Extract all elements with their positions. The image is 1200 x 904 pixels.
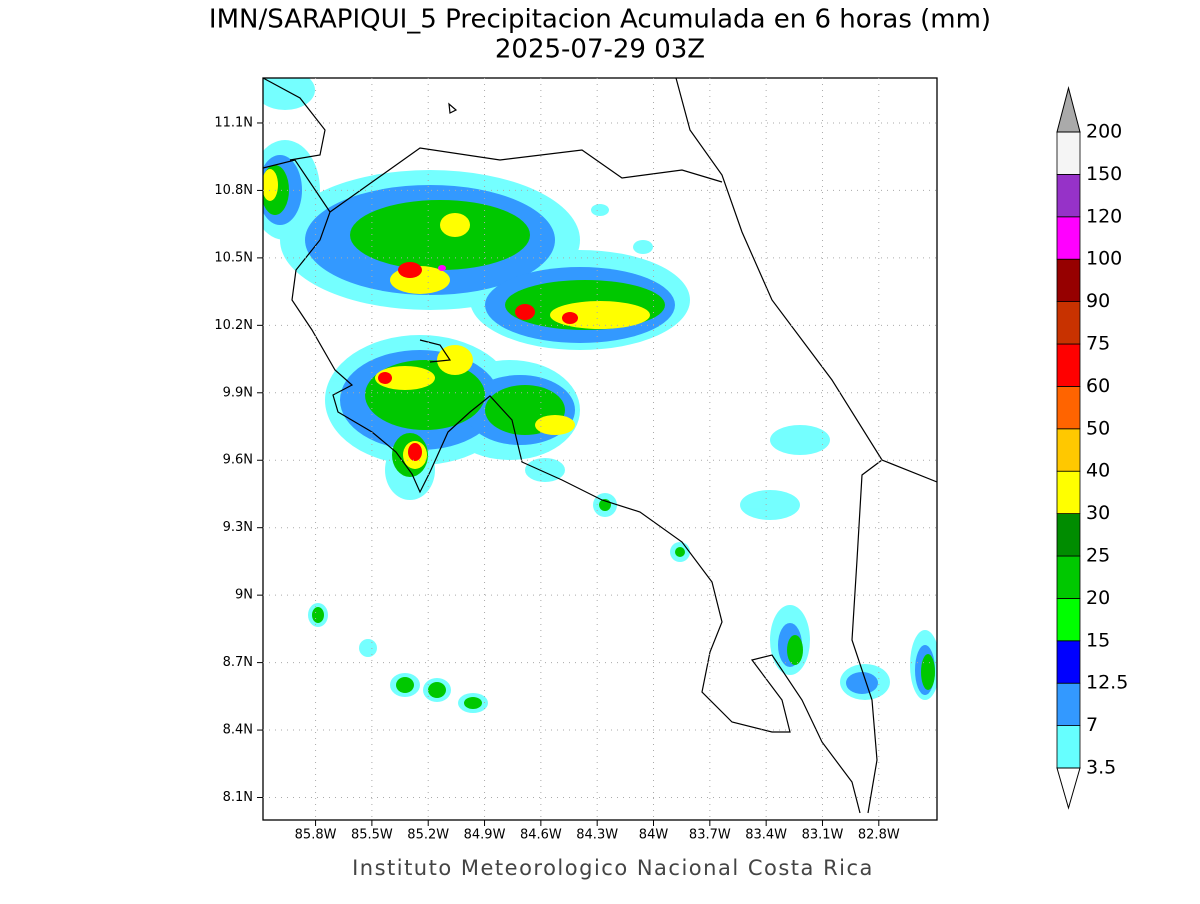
colorbar-swatch	[1056, 598, 1081, 642]
colorbar-label: 90	[1086, 290, 1110, 312]
x-tick-label: 85.8W	[295, 828, 337, 843]
colorbar-label: 3.5	[1086, 757, 1116, 779]
x-tick-label: 84.3W	[576, 828, 618, 843]
colorbar-label: 15	[1086, 629, 1110, 651]
x-tick-label: 84.6W	[520, 828, 562, 843]
subtitle: 2025-07-29 03Z	[495, 35, 705, 65]
x-tick-label: 85.5W	[351, 828, 393, 843]
y-tick-label: 8.7N	[223, 655, 253, 670]
y-tick-label: 8.1N	[223, 790, 253, 805]
x-tick-label: 85.2W	[407, 828, 449, 843]
title: IMN/SARAPIQUI_5 Precipitacion Acumulada …	[209, 5, 991, 35]
y-tick-label: 9.3N	[223, 520, 253, 535]
y-tick-label: 9N	[235, 588, 253, 603]
colorbar-label: 150	[1086, 163, 1122, 185]
map-frame	[262, 77, 938, 821]
colorbar-swatch	[1056, 555, 1081, 599]
colorbar-swatch	[1056, 343, 1081, 387]
colorbar-over	[1056, 86, 1081, 133]
y-tick-label: 10.2N	[214, 318, 253, 333]
colorbar-label: 120	[1086, 205, 1122, 227]
y-tick-label: 10.5N	[214, 250, 253, 265]
x-tick-label: 83.1W	[802, 828, 844, 843]
x-tick-label: 82.8W	[858, 828, 900, 843]
x-tick-label: 84W	[639, 828, 669, 843]
y-tick-label: 8.4N	[223, 723, 253, 738]
colorbar-label: 100	[1086, 248, 1122, 270]
colorbar-label: 75	[1086, 333, 1110, 355]
colorbar-label: 7	[1086, 714, 1098, 736]
colorbar-swatch	[1056, 513, 1081, 557]
colorbar-label: 25	[1086, 545, 1110, 567]
colorbar-label: 20	[1086, 587, 1110, 609]
footer: Instituto Meteorologico Nacional Costa R…	[352, 856, 874, 880]
colorbar-swatch	[1056, 640, 1081, 684]
colorbar-swatch	[1056, 258, 1081, 303]
colorbar-label: 60	[1086, 375, 1110, 397]
y-tick-label: 9.6N	[223, 453, 253, 468]
colorbar-label: 50	[1086, 417, 1110, 439]
y-tick-label: 9.9N	[223, 385, 253, 400]
colorbar-label: 30	[1086, 502, 1110, 524]
colorbar-label: 200	[1086, 121, 1122, 143]
colorbar-under	[1056, 767, 1081, 810]
y-tick-label: 10.8N	[214, 183, 253, 198]
colorbar-label: 40	[1086, 460, 1110, 482]
colorbar-swatch	[1056, 725, 1081, 769]
coastline	[263, 78, 937, 814]
precipitation-field	[263, 78, 937, 713]
colorbar-swatch	[1056, 428, 1081, 472]
colorbar-swatch	[1056, 173, 1081, 218]
y-tick-label: 11.1N	[214, 115, 253, 130]
colorbar-swatch	[1056, 131, 1081, 175]
x-tick-label: 83.4W	[745, 828, 787, 843]
colorbar-swatch	[1056, 301, 1081, 345]
colorbar-swatch	[1056, 216, 1081, 260]
colorbar-swatch	[1056, 470, 1081, 515]
x-tick-label: 84.9W	[464, 828, 506, 843]
x-tick-label: 83.7W	[689, 828, 731, 843]
colorbar-label: 12.5	[1086, 672, 1128, 694]
colorbar-swatch	[1056, 682, 1081, 727]
colorbar-swatch	[1056, 385, 1081, 430]
